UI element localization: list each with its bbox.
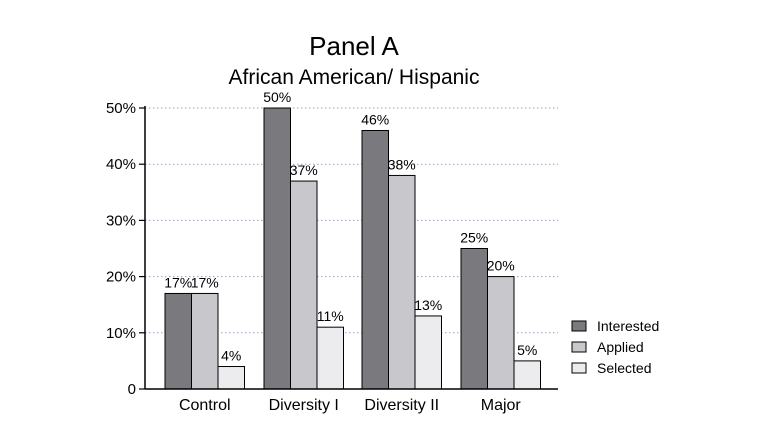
bar-selected-control (217, 366, 245, 390)
legend-swatch-interested (571, 320, 587, 332)
category-label-major: Major (481, 397, 522, 414)
y-tick-label: 50% (106, 100, 136, 117)
legend-swatch-selected (571, 362, 587, 374)
bar-interested-diversity-i (263, 107, 291, 390)
bar-selected-diversity-i (316, 326, 344, 390)
data-label-interested-major: 25% (460, 230, 488, 246)
bar-applied-diversity-ii (388, 174, 416, 390)
y-tick-label: 40% (106, 156, 136, 173)
bar-interested-control (164, 292, 192, 390)
category-label-diversity-i: Diversity I (269, 397, 339, 414)
legend: Interested Applied Selected (571, 318, 659, 376)
legend-swatch-applied (571, 341, 587, 353)
data-label-interested-diversity-i: 50% (263, 89, 291, 105)
data-label-applied-diversity-i: 37% (290, 162, 318, 178)
data-label-selected-control: 4% (221, 348, 241, 364)
legend-label-interested: Interested (597, 318, 659, 334)
legend-label-applied: Applied (597, 339, 644, 355)
bar-interested-diversity-ii (361, 129, 389, 390)
y-tick-label: 0 (128, 381, 136, 398)
data-label-interested-diversity-ii: 46% (361, 111, 389, 127)
chart-title: Panel A (309, 31, 399, 61)
y-tick-label: 10% (106, 325, 136, 342)
data-label-selected-diversity-i: 11% (317, 308, 344, 324)
data-label-applied-control: 17% (191, 274, 219, 290)
data-label-interested-control: 17% (164, 274, 192, 290)
x-axis-categories: Control Diversity I Diversity II Major (179, 397, 521, 414)
bar-interested-major (460, 248, 488, 390)
bars (164, 107, 541, 390)
data-label-applied-major: 20% (487, 258, 515, 274)
y-tick-label: 20% (106, 269, 136, 286)
bar-applied-diversity-i (290, 180, 318, 390)
bar-selected-diversity-ii (414, 315, 442, 390)
data-label-applied-diversity-ii: 38% (388, 156, 416, 172)
data-label-selected-major: 5% (517, 342, 537, 358)
legend-label-selected: Selected (597, 360, 651, 376)
data-labels: 17%17% 4% 50% 37% 11% 46% 38% 13% 25% 20% 5% (164, 89, 537, 364)
bar-applied-control (191, 292, 219, 390)
y-tick-label: 30% (106, 212, 136, 229)
chart-subtitle: African American/ Hispanic (229, 66, 480, 89)
bar-selected-major (513, 360, 541, 390)
bar-applied-major (487, 276, 515, 390)
data-label-selected-diversity-ii: 13% (414, 297, 442, 313)
category-label-control: Control (179, 397, 231, 414)
category-label-diversity-ii: Diversity II (364, 397, 439, 414)
y-axis-ticks: 0 10% 20% 30% 40% 50% (106, 100, 145, 398)
